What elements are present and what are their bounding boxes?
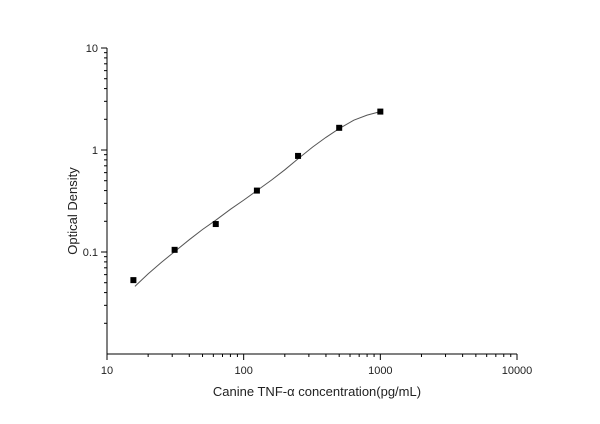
data-point [212, 221, 219, 228]
fit-curve-line [134, 111, 381, 287]
y-tick-label: 0.1 [83, 247, 98, 259]
data-point [130, 277, 137, 284]
data-point [377, 108, 384, 115]
y-tick-label: 10 [86, 43, 98, 55]
x-tick-label: 10 [101, 365, 113, 377]
fit-curve-layer [134, 111, 381, 287]
axes [101, 47, 518, 360]
y-axis-title: Optical Density [65, 167, 80, 255]
y-tick-label: 1 [92, 145, 98, 157]
axis-labels-layer: 10 100 1000 10000 0.1 1 10 Canine TNF-α concent… [65, 43, 532, 399]
data-points-layer [130, 108, 384, 284]
x-axis-title: Canine TNF-α concentration(pg/mL) [213, 384, 421, 399]
x-tick-label: 100 [234, 365, 252, 377]
data-point [295, 152, 302, 159]
data-point [171, 246, 178, 253]
x-tick-label: 10000 [502, 365, 533, 377]
data-point [253, 187, 260, 194]
data-point [336, 124, 343, 131]
x-tick-label: 1000 [368, 365, 392, 377]
